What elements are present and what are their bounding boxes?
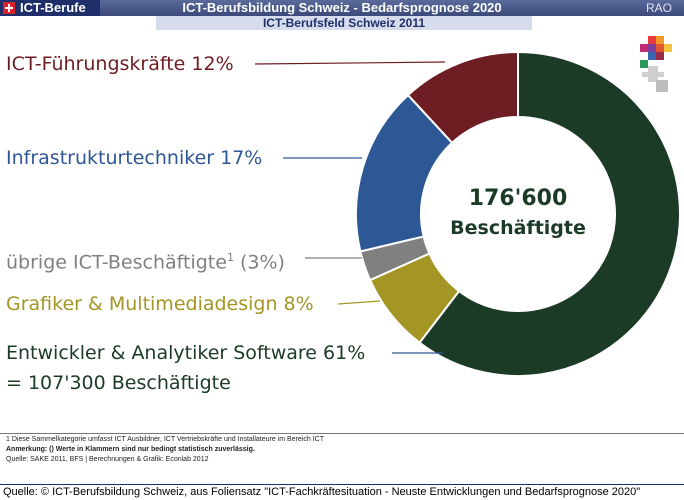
brand-label: ICT-Berufe [20, 0, 86, 15]
swiss-flag-icon [3, 2, 15, 14]
donut-chart: 176'600 Beschäftigte [254, 50, 681, 377]
footnote-2: Anmerkung: () Werte in Klammern sind nur… [6, 446, 255, 453]
label-infra: Infrastrukturtechniker 17% [6, 147, 263, 169]
page-title: ICT-Berufsbildung Schweiz - Bedarfsprogn… [182, 0, 502, 15]
leader-line-fuehrung [254, 61, 446, 65]
label-uebrige-sup: 1 [226, 251, 234, 264]
ict-logo-icon [640, 36, 672, 100]
footnote-1: 1 Diese Sammelkategorie umfasst ICT Ausb… [6, 436, 324, 443]
brand-block: ICT-Berufe [0, 0, 100, 16]
source-divider [0, 484, 684, 485]
donut-slice-4 [406, 50, 519, 145]
label-uebrige-pct: (3%) [233, 251, 285, 274]
leader-line-grafiker [337, 300, 381, 305]
chart-subtitle: ICT-Berufsfeld Schweiz 2011 [156, 16, 532, 30]
rao-tag: RAO [645, 1, 672, 15]
header-bar: ICT-Berufe ICT-Berufsbildung Schweiz - B… [0, 0, 684, 16]
label-entwickler: Entwickler & Analytiker Software 61% [6, 342, 366, 364]
label-grafiker: Grafiker & Multimediadesign 8% [6, 293, 314, 315]
label-entwickler-total: = 107'300 Beschäftigte [6, 372, 231, 394]
donut-slice-0 [418, 50, 681, 377]
footnote-divider [0, 433, 684, 434]
center-total: 176'600 [469, 186, 568, 211]
center-unit: Beschäftigte [450, 217, 586, 239]
label-fuehrung: ICT-Führungskräfte 12% [6, 53, 234, 75]
label-uebrige-text: übrige ICT-Beschäftigte [6, 251, 227, 274]
label-uebrige: übrige ICT-Beschäftigte1 (3%) [6, 246, 285, 274]
footnote-3: Quelle: SAKE 2011, BFS | Berechnungen & … [6, 456, 209, 463]
source-line: Quelle: © ICT-Berufsbildung Schweiz, aus… [3, 486, 641, 498]
